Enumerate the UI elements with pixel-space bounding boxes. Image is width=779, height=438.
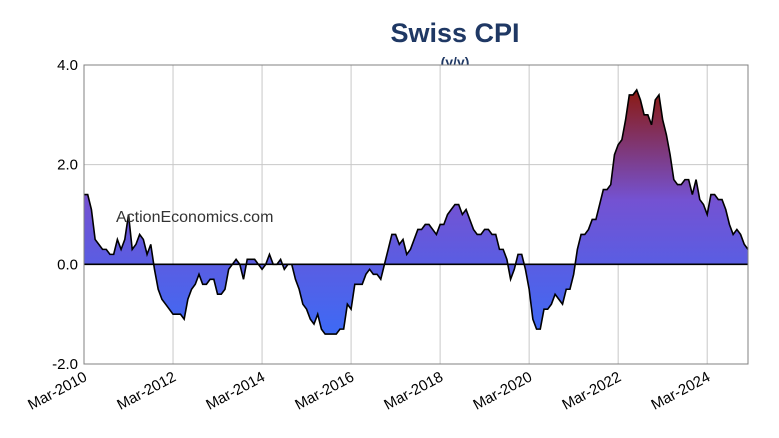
x-tick-label: Mar-2012 (114, 369, 179, 414)
x-tick-label: Mar-2018 (381, 369, 446, 414)
x-tick-label: Mar-2020 (470, 369, 535, 414)
y-tick-label: 2.0 (57, 157, 78, 174)
x-tick-label: Mar-2010 (25, 369, 90, 414)
chart-title: Swiss CPI (390, 18, 519, 48)
watermark: ActionEconomics.com (116, 209, 273, 226)
x-tick-label: Mar-2016 (292, 369, 357, 414)
plot-frame (83, 64, 749, 365)
x-tick-label: Mar-2022 (559, 369, 624, 414)
x-tick-label: Mar-2024 (648, 369, 713, 414)
y-tick-label: 4.0 (57, 57, 78, 74)
y-tick-label: -2.0 (52, 356, 78, 373)
area (84, 89, 748, 335)
x-tick-label: Mar-2014 (203, 369, 268, 414)
line (84, 88, 749, 335)
y-tick-label: 0.0 (57, 256, 78, 273)
